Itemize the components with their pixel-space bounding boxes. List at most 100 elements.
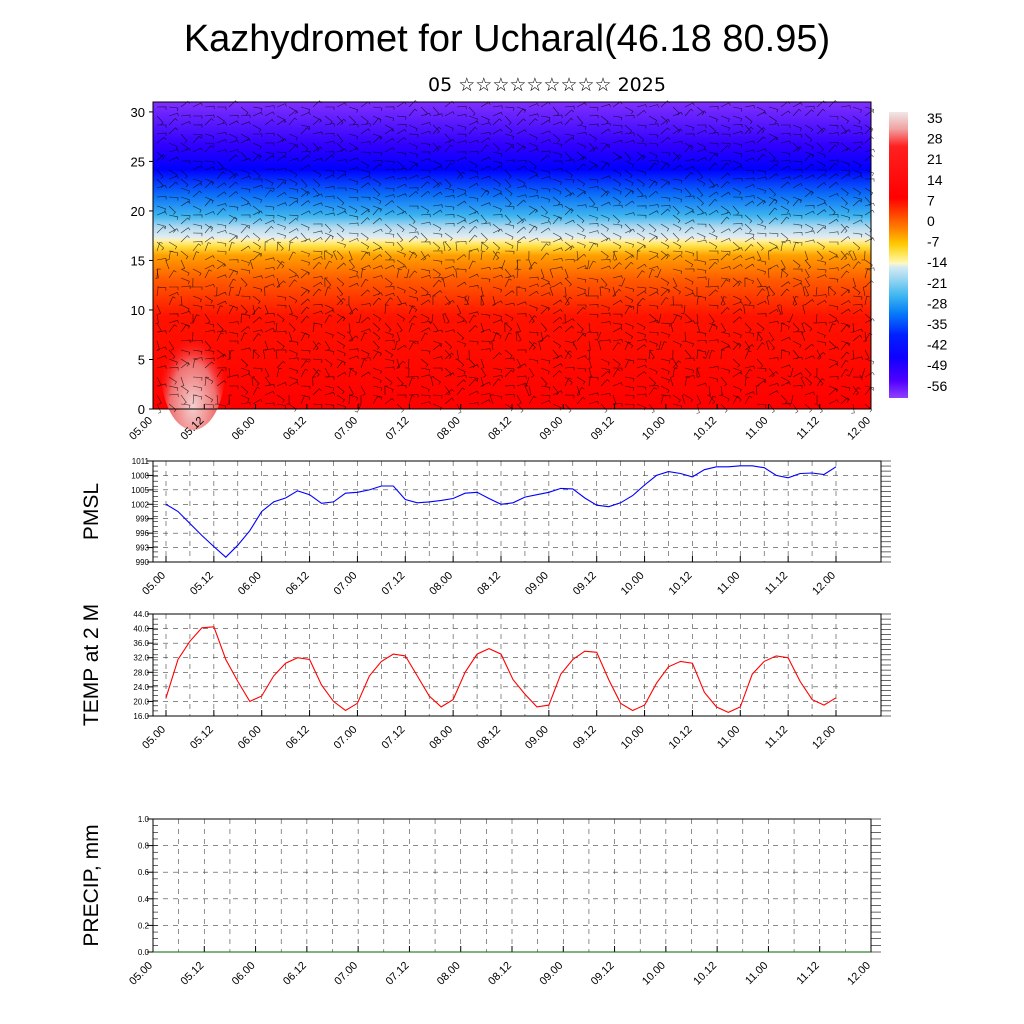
wind-barb: [312, 303, 323, 308]
heatmap-field: [153, 102, 871, 409]
wind-barb: [384, 124, 394, 132]
wind-barb: [348, 282, 359, 288]
wind-barb: [600, 128, 611, 135]
wind-barb: [480, 322, 485, 333]
wind-barb: [504, 275, 515, 279]
wind-barb: [564, 268, 569, 279]
wind-barb: [576, 286, 586, 293]
wind-barb: [732, 160, 742, 168]
wind-barb: [852, 295, 863, 300]
wind-barb: [492, 367, 503, 373]
wind-barb: [240, 114, 251, 119]
wind-barb: [264, 155, 275, 162]
wind-barb: [864, 313, 873, 323]
wind-barb: [624, 358, 635, 364]
wind-barb: [312, 340, 319, 351]
wind-barb: [324, 140, 335, 145]
wind-barb: [168, 223, 176, 233]
wind-barb: [852, 304, 863, 308]
wind-barb: [420, 254, 431, 261]
wind-barb: [336, 262, 347, 270]
wind-barb: [408, 295, 419, 302]
wind-barb: [276, 151, 287, 156]
wind-barb: [552, 316, 563, 324]
wind-barb: [204, 255, 215, 261]
wind-barb: [156, 115, 164, 125]
wind-barb: [276, 241, 282, 252]
wind-barb: [612, 196, 621, 205]
wind-barb: [336, 313, 346, 322]
wind-barb: [780, 151, 791, 157]
wind-barb: [192, 115, 203, 119]
wind-barb: [356, 313, 362, 324]
wind-barb: [253, 133, 263, 137]
wind-barb: [732, 263, 743, 270]
wind-barb: [612, 299, 623, 306]
wind-barb: [852, 131, 863, 136]
wind-barb: [684, 226, 694, 234]
wind-barb: [240, 332, 248, 342]
wind-barb: [732, 241, 741, 251]
wind-barb: [420, 332, 428, 342]
wind-barb: [312, 261, 322, 270]
wind-barb: [276, 304, 287, 309]
wind-barb: [636, 104, 647, 108]
wind-barb: [684, 268, 695, 272]
wind-barb: [420, 286, 429, 295]
wind-barb: [264, 274, 275, 279]
wind-barb: [204, 196, 214, 204]
wind-barb: [792, 198, 802, 207]
wind-barb: [516, 129, 527, 135]
wind-barb: [552, 178, 562, 186]
wind-barb: [168, 181, 179, 189]
wind-barb: [708, 142, 719, 147]
wind-barb: [180, 169, 188, 179]
wind-barb: [777, 304, 782, 315]
wind-barb: [852, 187, 862, 196]
wind-barb: [587, 340, 591, 351]
x-tick-label: 06.12: [284, 724, 312, 752]
wind-barb: [204, 142, 215, 147]
y-tick-label: 1002: [131, 500, 149, 509]
wind-barb: [168, 324, 178, 333]
wind-barb: [492, 160, 503, 166]
wind-barb: [600, 103, 611, 108]
wind-barb: [648, 151, 658, 159]
wind-barb: [804, 223, 814, 232]
wind-barb: [264, 189, 274, 198]
wind-barb: [780, 216, 790, 225]
wind-barb: [708, 376, 719, 383]
wind-barb: [288, 381, 299, 387]
wind-barb: [708, 106, 719, 110]
wind-barb: [636, 109, 647, 117]
wind-barb: [384, 286, 395, 290]
wind-barb: [564, 137, 575, 144]
wind-barb: [264, 391, 275, 396]
wind-barb: [504, 367, 515, 372]
wind-barb: [588, 260, 597, 270]
y-tick-label: 993: [136, 544, 150, 553]
wind-barb: [672, 164, 683, 171]
wind-barb: [444, 367, 453, 377]
wind-barb: [516, 160, 527, 164]
wind-barb: [801, 331, 806, 342]
wind-barb: [192, 147, 203, 153]
wind-barb: [828, 132, 839, 136]
wind-barb: [228, 133, 238, 141]
wind-barb: [444, 232, 453, 241]
wind-barb: [768, 308, 779, 315]
wind-barb: [528, 237, 539, 243]
wind-barb: [372, 286, 381, 296]
wind-barb: [660, 341, 668, 351]
wind-barb: [360, 151, 371, 156]
wind-barb: [455, 268, 459, 279]
wind-barb: [180, 385, 189, 394]
colorbar-label: -49: [927, 357, 947, 373]
wind-barb: [756, 367, 767, 372]
wind-barb: [624, 115, 635, 119]
wind-barb: [216, 167, 227, 172]
wind-barb: [372, 196, 382, 204]
wind-barb: [252, 178, 263, 183]
wind-barb: [276, 181, 286, 189]
wind-barb: [396, 128, 407, 135]
